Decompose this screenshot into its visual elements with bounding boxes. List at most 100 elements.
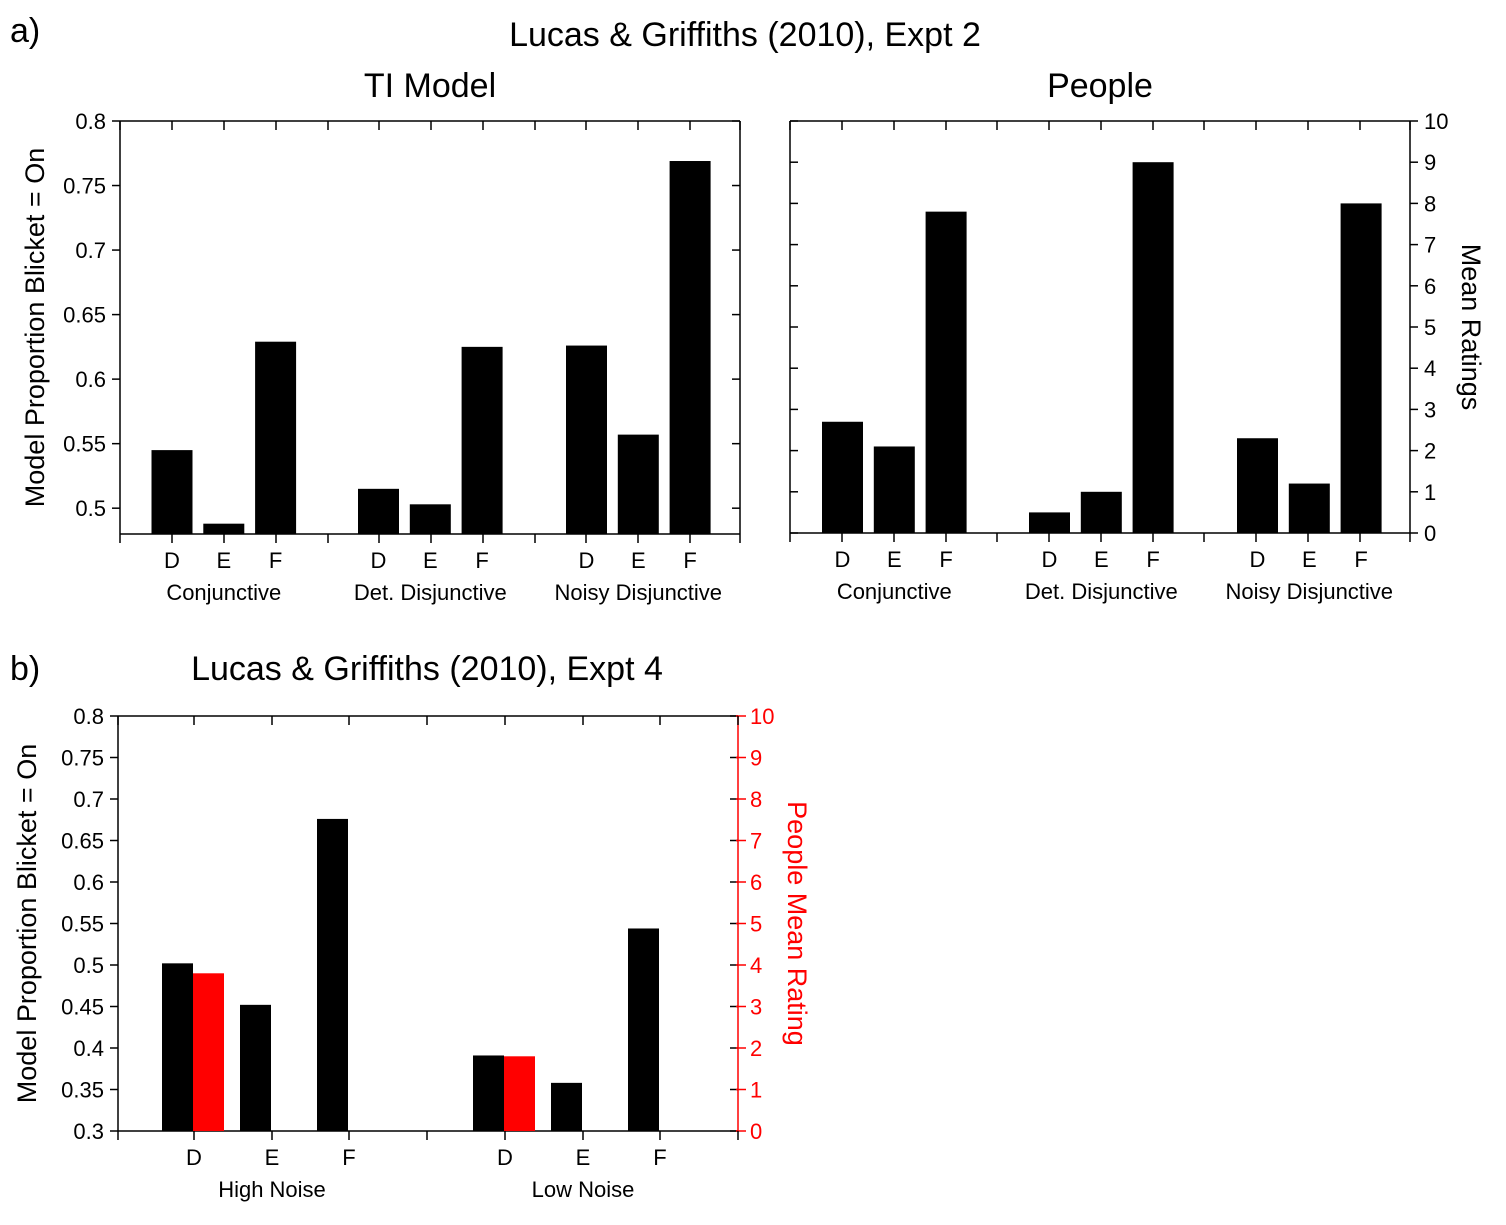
panel-a-label: a) [10,12,40,50]
bar-det-disjunctive-d [1029,512,1070,533]
bar-noisy-disjunctive-e [617,434,659,534]
y-tick-label: 0.5 [75,496,106,521]
bar-conjunctive-f [255,341,297,534]
y-tick-label: 2 [1424,439,1436,464]
y-tick-label: 0.75 [61,746,104,771]
y-tick-label: 0.75 [63,174,106,199]
y-tick-label: 7 [1424,233,1436,258]
y-tick-label: 0.4 [73,1036,104,1061]
y-right-tick-label: 1 [750,1078,762,1103]
panel-b-label: b) [10,650,40,688]
bar-low-noise-e [551,1082,582,1131]
y-right-tick-label: 8 [750,787,762,812]
y-right-tick-label: 9 [750,746,762,771]
x-tick-label: E [1094,547,1109,572]
y-tick-label: 0.6 [75,367,106,392]
x-tick-label: D [164,548,180,573]
chart-title: TI Model [364,67,496,105]
y-tick-label: 0.6 [73,870,104,895]
x-tick-label: E [1302,547,1317,572]
y-tick-label: 1 [1424,480,1436,505]
bar-low-noise-d-people [504,1056,535,1131]
y-tick-label: 0 [1424,521,1436,546]
x-tick-label: E [265,1145,280,1170]
y-tick-label: 4 [1424,356,1436,381]
y-tick-label: 3 [1424,397,1436,422]
group-label: Noisy Disjunctive [555,580,723,605]
y-axis-label: Model Proportion Blicket = On [20,148,50,507]
y-tick-label: 9 [1424,150,1436,175]
y-tick-label: 0.35 [61,1078,104,1103]
y-tick-label: 0.65 [63,303,106,328]
bar-conjunctive-d [151,450,193,534]
x-tick-label: D [1250,547,1266,572]
chart-title: People [1047,67,1153,105]
y-tick-label: 8 [1424,191,1436,216]
y-tick-label: 10 [1424,109,1448,134]
y-axis-right-label: People Mean Rating [782,801,812,1046]
x-tick-label: E [631,548,646,573]
y-tick-label: 0.7 [75,238,106,263]
bar-conjunctive-e [203,523,245,534]
x-tick-label: F [269,548,282,573]
group-label: Noisy Disjunctive [1226,579,1394,604]
panel-a-title: Lucas & Griffiths (2010), Expt 2 [509,16,981,54]
group-label: Det. Disjunctive [1025,579,1178,604]
y-tick-label: 0.8 [75,109,106,134]
y-tick-label: 0.7 [73,787,104,812]
group-label: High Noise [218,1177,326,1202]
y-tick-label: 0.3 [73,1119,104,1144]
bar-high-noise-d [162,963,193,1131]
x-tick-label: D [186,1145,202,1170]
y-tick-label: 0.55 [61,912,104,937]
x-tick-label: E [576,1145,591,1170]
y-tick-label: 6 [1424,274,1436,299]
x-tick-label: D [835,547,851,572]
x-tick-label: E [216,548,231,573]
chart-expt4: 0.3 0.35 0.4 0.45 0.5 0.55 0.6 0.65 0.7 0.75 0.8 0 1… [12,704,812,1202]
y-right-tick-label: 3 [750,995,762,1020]
x-tick-label: D [579,548,595,573]
y-right-tick-label: 4 [750,953,762,978]
bar-noisy-disjunctive-e [1288,483,1330,533]
x-tick-label: E [887,547,902,572]
y-right-tick-label: 5 [750,912,762,937]
x-tick-label: D [497,1145,513,1170]
y-axis-label: Model Proportion Blicket = On [12,744,42,1103]
bar-high-noise-f [317,818,348,1131]
x-tick-label: F [475,548,488,573]
x-tick-label: E [423,548,438,573]
x-tick-label: F [939,547,952,572]
x-tick-label: F [653,1145,666,1170]
bar-det-disjunctive-f [1132,162,1174,533]
bar-low-noise-d [473,1055,504,1131]
bar-conjunctive-e [873,446,915,533]
group-label: Conjunctive [166,580,281,605]
y-tick-label: 0.45 [61,995,104,1020]
bar-det-disjunctive-e [1080,491,1122,533]
bar-noisy-disjunctive-d [1237,438,1278,533]
chart-ti-model: TI Model 0.5 0.55 0.6 0.65 0.7 0.75 0.8 Model Pr… [20,67,741,605]
bar-det-disjunctive-e [409,504,451,534]
bar-noisy-disjunctive-f [1340,203,1382,533]
y-right-tick-label: 0 [750,1119,762,1144]
group-label: Det. Disjunctive [354,580,507,605]
y-tick-label: 0.55 [63,432,106,457]
chart-people: People 0 1 2 3 4 5 6 7 8 9 10 Mean Ratings D E F Conjunc… [789,67,1486,604]
x-tick-label: F [683,548,696,573]
group-label: Low Noise [532,1177,635,1202]
x-tick-label: F [1354,547,1367,572]
x-tick-label: D [1042,547,1058,572]
bar-noisy-disjunctive-f [669,161,711,534]
x-tick-label: F [1146,547,1159,572]
bar-noisy-disjunctive-d [566,345,607,534]
y-tick-label: 0.5 [73,953,104,978]
bar-high-noise-e [240,1004,271,1131]
y-right-tick-label: 2 [750,1036,762,1061]
bar-high-noise-d-people [193,973,224,1131]
y-tick-label: 5 [1424,315,1436,340]
x-tick-label: F [342,1145,355,1170]
bar-det-disjunctive-f [461,346,503,534]
group-label: Conjunctive [837,579,952,604]
